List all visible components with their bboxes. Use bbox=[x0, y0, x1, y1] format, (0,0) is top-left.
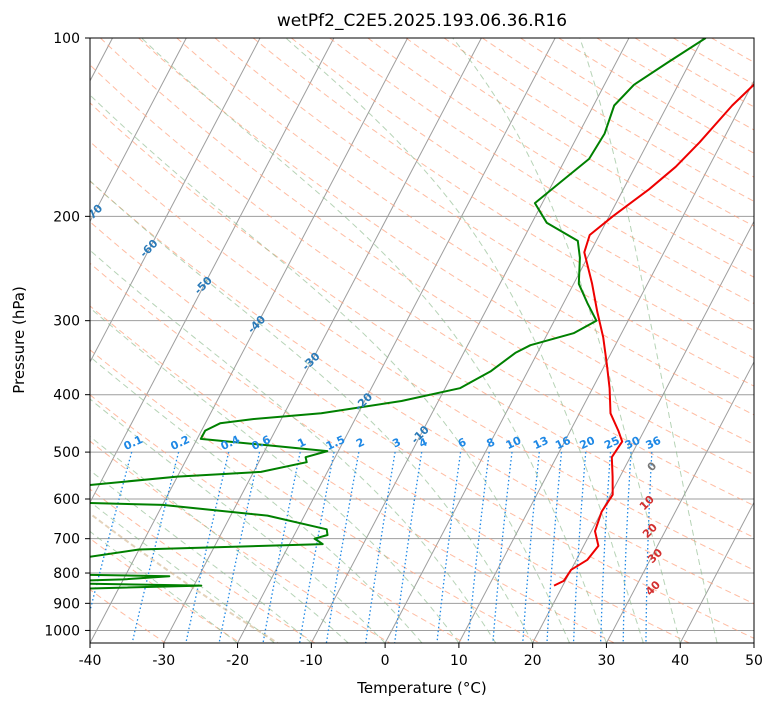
mixing-ratio-line bbox=[645, 452, 653, 643]
mixing-ratio-line bbox=[365, 451, 396, 643]
y-axis-title: Pressure (hPa) bbox=[10, 286, 28, 394]
isotherm-label: -80 bbox=[25, 170, 48, 193]
mixing-ratio-line bbox=[467, 452, 490, 643]
moist-adiabat-line bbox=[90, 180, 534, 643]
moist-adiabat-line bbox=[141, 38, 607, 643]
moist-adiabat-line bbox=[285, 38, 644, 643]
dry-adiabat-line bbox=[90, 305, 615, 643]
temperature-profile-line bbox=[553, 83, 754, 587]
y-tick-label: 100 bbox=[53, 31, 80, 47]
mixing-ratio-line bbox=[218, 451, 261, 643]
mixing-ratio-line bbox=[298, 451, 335, 643]
plot-frame bbox=[89, 37, 755, 644]
moist-adiabat-line bbox=[90, 435, 349, 643]
y-tick-label: 600 bbox=[53, 492, 80, 508]
isotherm-line bbox=[310, 38, 630, 643]
mixing-ratio-line bbox=[599, 452, 612, 643]
dry-adiabat-line bbox=[90, 102, 754, 539]
isotherm-line bbox=[458, 79, 754, 643]
dry-adiabat-line bbox=[520, 38, 754, 178]
moist-adiabat-line bbox=[90, 307, 460, 643]
x-tick-label: -40 bbox=[79, 653, 102, 669]
dry-adiabat-line bbox=[100, 38, 754, 476]
isotherm-line bbox=[90, 38, 261, 364]
dry-adiabat-line bbox=[90, 180, 754, 605]
mixing-ratio-label: 16 bbox=[553, 434, 573, 452]
isotherm-line bbox=[753, 641, 754, 643]
isotherm-line bbox=[532, 220, 754, 643]
moist-adiabat-line bbox=[579, 38, 718, 643]
x-tick-label: 10 bbox=[450, 653, 468, 669]
y-tick-label: 200 bbox=[53, 209, 80, 225]
mixing-ratio-line bbox=[492, 452, 513, 643]
mixing-ratio-line bbox=[522, 452, 540, 643]
mixing-ratio-line bbox=[436, 452, 462, 643]
x-tick-label: -30 bbox=[152, 653, 175, 669]
mixing-ratio-label: 25 bbox=[602, 434, 621, 452]
moist-adiabat-line bbox=[90, 94, 571, 643]
moist-adiabat-line bbox=[90, 469, 312, 643]
isotherm-line bbox=[237, 38, 556, 643]
dry-adiabat-line bbox=[90, 394, 465, 643]
x-tick-label: -10 bbox=[300, 653, 323, 669]
dry-adiabat-line bbox=[176, 38, 754, 416]
dry-adiabat-line bbox=[405, 38, 754, 253]
mixing-ratio-line bbox=[90, 451, 133, 614]
mixing-ratio-label: 13 bbox=[531, 434, 550, 452]
y-tick-label: 1000 bbox=[44, 623, 80, 639]
x-tick-label: 50 bbox=[745, 653, 763, 669]
dry-adiabat-line bbox=[90, 140, 754, 571]
y-tick-label: 800 bbox=[53, 566, 80, 582]
isotherm-line bbox=[90, 38, 335, 504]
axes: -40 -30 -20 -10 0 10 20 30 40 50 100 200 300 400 500 60… bbox=[44, 31, 763, 669]
y-tick-label: 500 bbox=[53, 445, 80, 461]
moist-adiabat-line bbox=[90, 530, 238, 643]
mixing-ratio-line bbox=[325, 451, 360, 643]
moist-adiabat-line bbox=[90, 501, 275, 643]
x-tick-label: 20 bbox=[524, 653, 542, 669]
x-tick-label: 30 bbox=[598, 653, 616, 669]
mixing-ratio-line bbox=[262, 451, 301, 643]
mixing-ratio-label: 10 bbox=[504, 434, 524, 452]
dry-adiabat-line bbox=[291, 38, 754, 332]
isotherm-line bbox=[606, 360, 754, 643]
dry-adiabat-line bbox=[90, 64, 754, 507]
x-axis-title: Temperature (°C) bbox=[356, 679, 486, 697]
dry-adiabat-line bbox=[90, 440, 391, 643]
mixing-ratio-label: 30 bbox=[623, 434, 643, 452]
dry-adiabat-line bbox=[214, 38, 754, 387]
dry-adiabat-line bbox=[90, 349, 540, 643]
profile-lines bbox=[90, 38, 754, 590]
x-tick-label: 40 bbox=[671, 653, 689, 669]
y-tick-label: 400 bbox=[53, 388, 80, 404]
frost-line bbox=[90, 512, 279, 643]
dry-adiabat-line bbox=[443, 38, 754, 227]
y-tick-label: 900 bbox=[53, 596, 80, 612]
y-tick-label: 300 bbox=[53, 314, 80, 330]
x-tick-label: 0 bbox=[381, 653, 390, 669]
moist-adiabat-line bbox=[90, 398, 386, 643]
dry-adiabat-line bbox=[329, 38, 754, 305]
dewpoint-profile-line bbox=[90, 38, 707, 590]
y-tick-label: 700 bbox=[53, 532, 80, 548]
mixing-ratio-line bbox=[131, 451, 180, 643]
isotherm-line bbox=[679, 501, 754, 643]
mixing-ratio-line bbox=[546, 452, 563, 643]
moist-adiabat-line bbox=[452, 38, 681, 643]
mixing-ratio-line bbox=[622, 452, 632, 643]
mixing-ratio-label: 36 bbox=[644, 434, 664, 452]
moist-adiabat-line bbox=[90, 249, 497, 643]
background-lines bbox=[90, 38, 754, 643]
mixing-ratio-label: 20 bbox=[578, 434, 598, 452]
isotherm-line bbox=[90, 38, 187, 223]
dry-adiabat-line bbox=[90, 488, 316, 643]
chart-title: wetPf2_C2E5.2025.193.06.36.R16 bbox=[277, 11, 567, 31]
mixing-ratio-line bbox=[393, 451, 423, 643]
dry-adiabat-line bbox=[90, 537, 241, 643]
x-tick-label: -20 bbox=[226, 653, 249, 669]
dry-adiabat-line bbox=[90, 221, 754, 639]
mixing-ratio-line bbox=[185, 451, 230, 643]
